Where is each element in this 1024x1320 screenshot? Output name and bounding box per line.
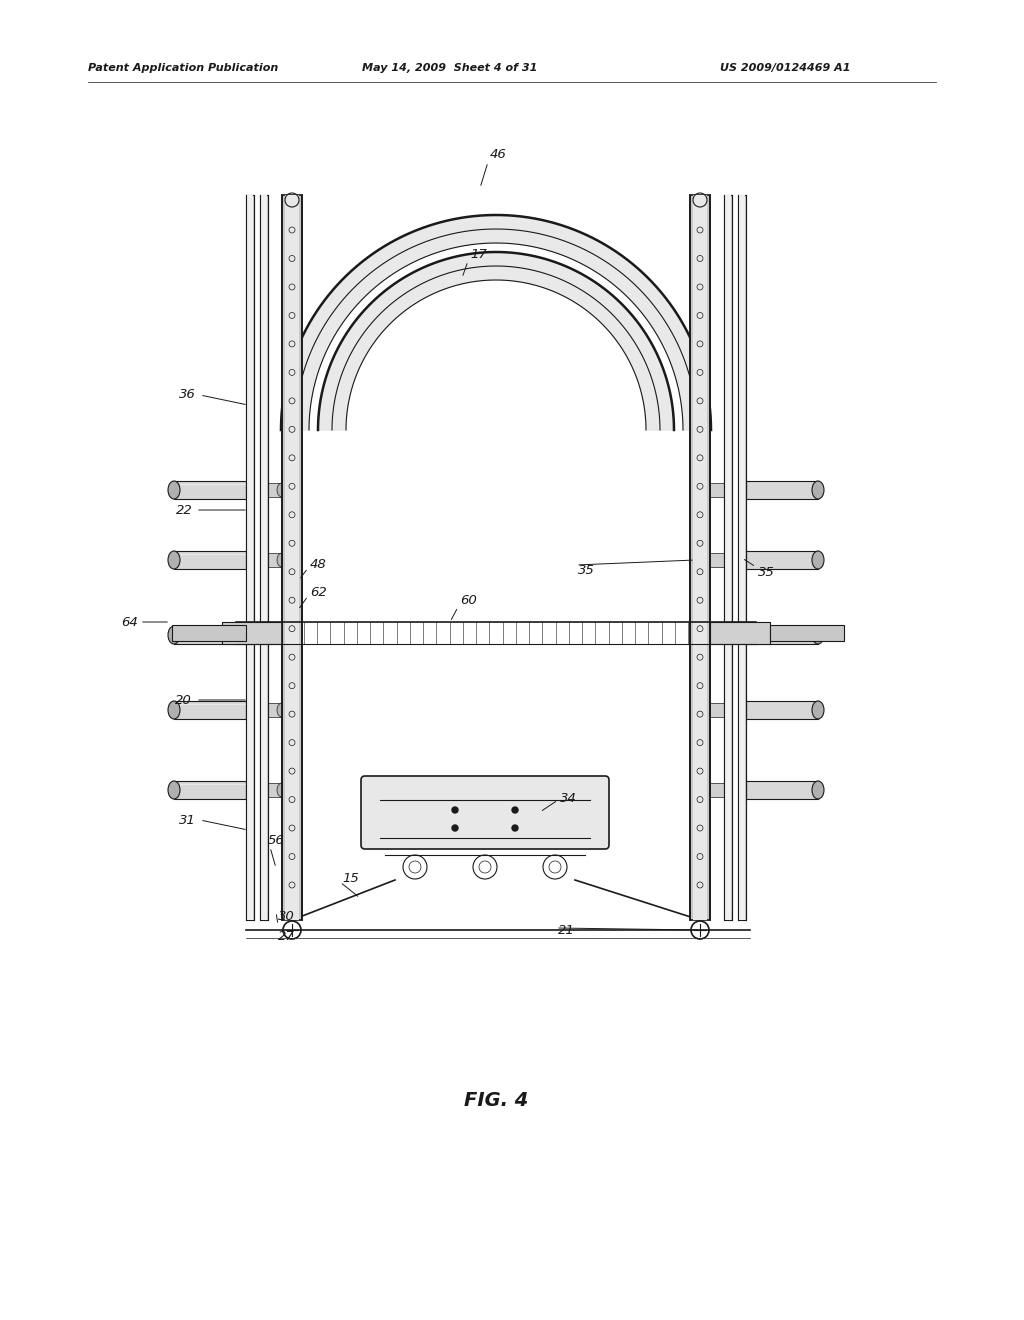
Ellipse shape [278,553,287,568]
Ellipse shape [278,628,287,642]
Circle shape [512,807,518,813]
Ellipse shape [812,626,824,644]
Bar [710,622,770,644]
Text: Patent Application Publication: Patent Application Publication [88,63,279,73]
Bar [282,195,302,920]
Bar [246,195,254,920]
Bar [710,628,724,642]
Ellipse shape [168,781,180,799]
Bar [739,195,745,920]
Text: 30: 30 [278,909,295,923]
Text: 34: 34 [560,792,577,804]
Bar [268,483,282,498]
Ellipse shape [168,480,180,499]
Text: 46: 46 [490,149,507,161]
Text: 20: 20 [175,693,193,706]
Bar [174,626,246,644]
Bar [746,781,818,799]
Bar [690,195,710,920]
Ellipse shape [812,701,824,719]
Bar [268,704,282,717]
Bar [174,550,246,569]
Bar [260,195,268,920]
Bar [724,195,732,920]
Bar [174,781,246,799]
Bar [746,701,818,719]
Bar [746,480,818,499]
Ellipse shape [812,480,824,499]
Ellipse shape [168,550,180,569]
Bar [770,624,844,642]
Bar [710,704,724,717]
Text: 60: 60 [460,594,477,606]
Bar [172,624,246,642]
Bar [746,626,818,644]
Bar [738,195,746,920]
Ellipse shape [168,626,180,644]
Bar [261,195,267,920]
Text: 36: 36 [179,388,196,401]
Text: 22: 22 [176,503,193,516]
Circle shape [452,825,458,832]
Polygon shape [318,252,674,430]
Text: 64: 64 [121,615,138,628]
Bar [710,783,724,797]
Bar [268,783,282,797]
Ellipse shape [812,781,824,799]
Circle shape [452,807,458,813]
Ellipse shape [278,704,287,717]
Bar [693,195,707,920]
Text: 48: 48 [310,558,327,572]
Bar [746,550,818,569]
Bar [268,628,282,642]
Text: 15: 15 [342,871,358,884]
FancyBboxPatch shape [361,776,609,849]
Text: 56: 56 [268,833,285,846]
Bar [174,480,246,499]
Text: 62: 62 [310,586,327,598]
Circle shape [512,825,518,832]
Text: 27: 27 [278,931,295,944]
Bar [285,195,299,920]
Bar [174,701,246,719]
Text: 17: 17 [470,248,486,261]
Text: 21: 21 [558,924,574,936]
Text: 35: 35 [578,564,595,577]
Text: 31: 31 [179,813,196,826]
Text: May 14, 2009  Sheet 4 of 31: May 14, 2009 Sheet 4 of 31 [362,63,538,73]
Text: FIG. 4: FIG. 4 [464,1090,528,1110]
Ellipse shape [278,783,287,797]
Ellipse shape [168,701,180,719]
Text: US 2009/0124469 A1: US 2009/0124469 A1 [720,63,851,73]
Bar [710,483,724,498]
Polygon shape [281,215,711,430]
Bar [710,553,724,568]
Bar [725,195,731,920]
Bar [222,622,282,644]
Bar [247,195,253,920]
Ellipse shape [278,483,287,498]
Bar [268,553,282,568]
Ellipse shape [812,550,824,569]
Text: 35: 35 [758,565,775,578]
